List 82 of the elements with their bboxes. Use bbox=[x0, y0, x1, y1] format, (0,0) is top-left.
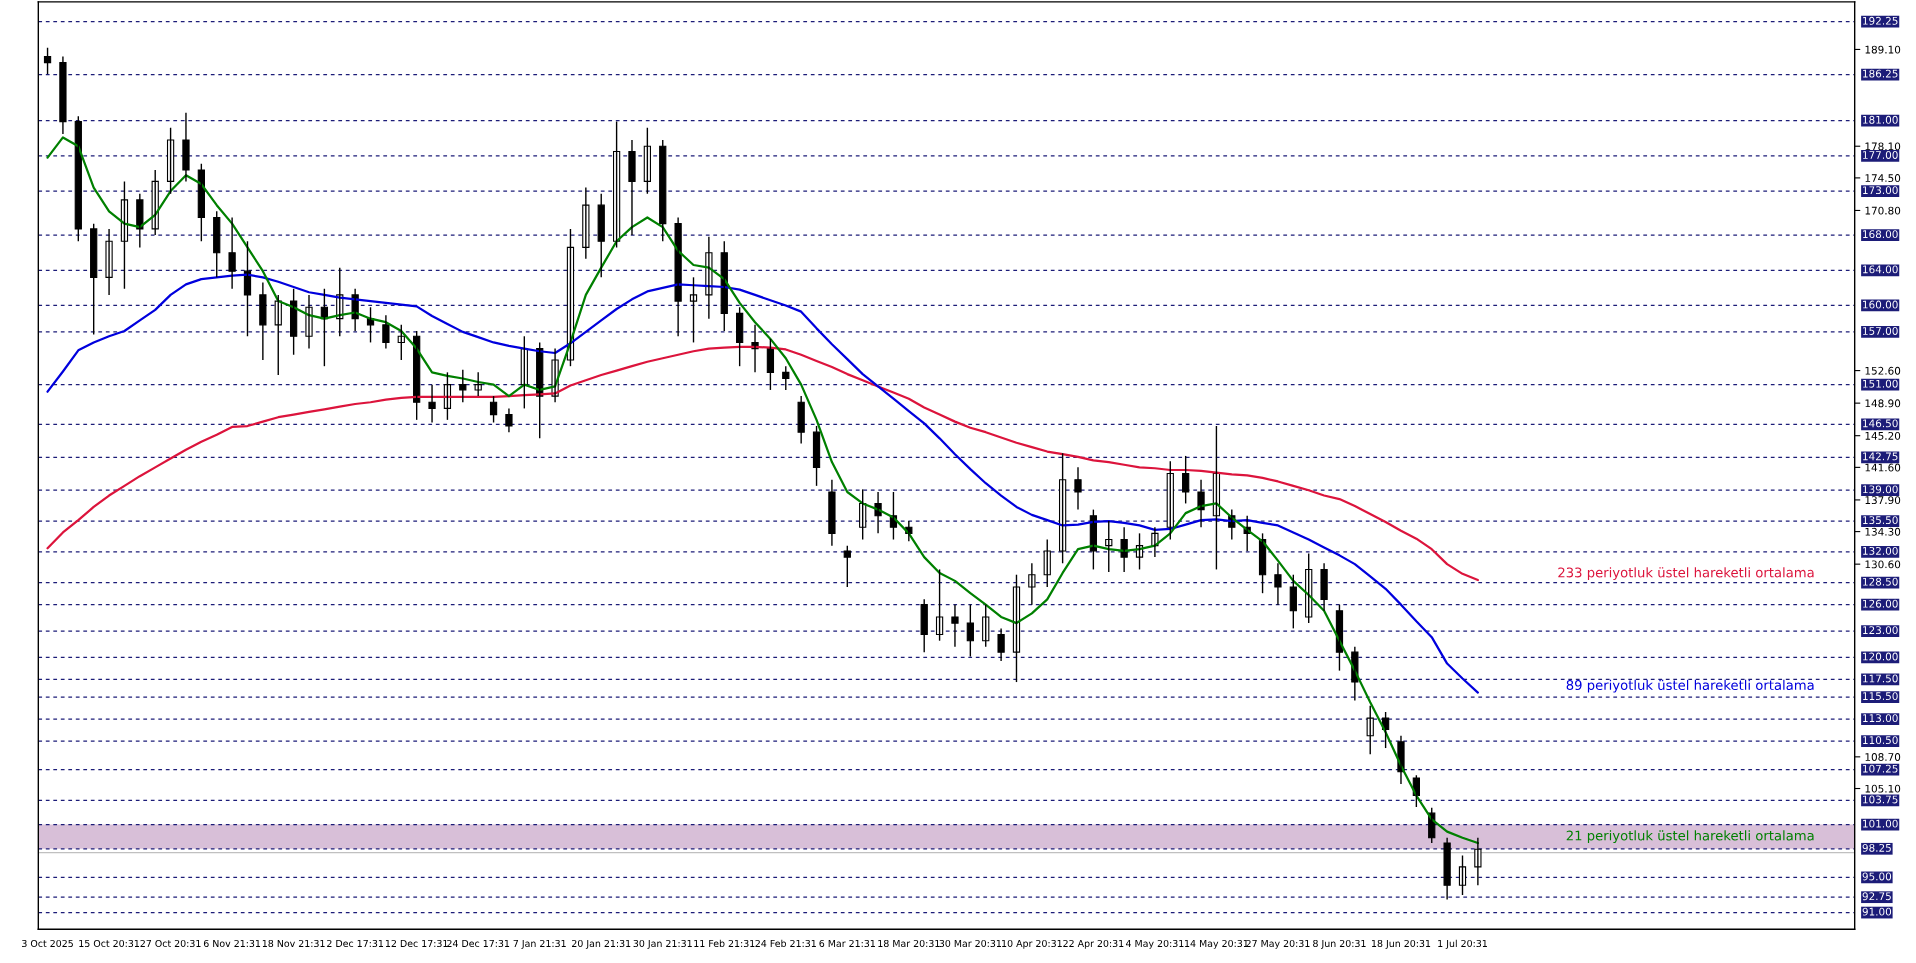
x-tick-label: 4 May 20:31 bbox=[1125, 939, 1184, 949]
x-tick-label: 12 Dec 17:31 bbox=[385, 939, 448, 948]
ref-line-label: 113.00 bbox=[1863, 714, 1898, 723]
ref-line-label: 98.25 bbox=[1862, 843, 1891, 852]
x-tick-label: 24 Dec 17:31 bbox=[447, 939, 510, 948]
candlestick bbox=[597, 193, 605, 279]
y-tick-label: 108.70 bbox=[1865, 753, 1901, 761]
candlestick bbox=[689, 276, 698, 344]
x-tick-label: 20 Jan 21:31 bbox=[572, 939, 631, 949]
x-tick-label: 27 May 20:31 bbox=[1246, 939, 1310, 949]
ref-line-label: 103.75 bbox=[1863, 795, 1898, 804]
x-tick-label: 1 Jul 20:31 bbox=[1438, 939, 1487, 949]
x-tick-label: 11 Feb 21:31 bbox=[694, 939, 755, 948]
ref-line-label: 160.00 bbox=[1863, 300, 1898, 309]
ref-line-label: 142.75 bbox=[1863, 452, 1898, 461]
x-tick-label: 18 Mar 20:31 bbox=[878, 939, 940, 948]
candlestick bbox=[951, 603, 959, 648]
x-tick-label: 10 Apr 20:31 bbox=[1002, 939, 1062, 949]
x-tick-label: 18 Nov 21:31 bbox=[262, 939, 325, 948]
x-tick-label: 14 May 20:31 bbox=[1185, 939, 1248, 949]
ref-line-label: 107.25 bbox=[1863, 764, 1898, 773]
text: 21 periyotluk üstel hareketli ortalama bbox=[1566, 830, 1814, 844]
x-tick-label: 3 Oct 2025 bbox=[22, 939, 73, 948]
x-tick-label: 7 Jan 21:31 bbox=[513, 939, 566, 949]
ref-line-label: 139.00 bbox=[1863, 485, 1898, 494]
x-tick-label: 8 Jun 20:31 bbox=[1313, 939, 1366, 949]
ref-line-label: 123.00 bbox=[1863, 626, 1898, 635]
ref-line-label: 117.50 bbox=[1863, 674, 1898, 683]
ref-line-label: 192.25 bbox=[1863, 16, 1898, 25]
ref-line-label: 135.50 bbox=[1863, 516, 1898, 525]
y-tick-label: 174.50 bbox=[1865, 174, 1901, 182]
candlestick bbox=[459, 369, 467, 403]
x-tick-label: 30 Jan 21:31 bbox=[633, 939, 692, 949]
y-tick-label: 178.10 bbox=[1865, 142, 1901, 151]
x-tick-label: 24 Feb 21:31 bbox=[755, 939, 816, 948]
text: 233 periyotluk üstel hareketli ortalama bbox=[1558, 567, 1814, 580]
ref-line-label: 126.00 bbox=[1863, 599, 1898, 608]
x-tick-label: 30 Mar 20:31 bbox=[939, 939, 1001, 948]
ref-line-label: 91.00 bbox=[1862, 907, 1892, 916]
line-series bbox=[46, 273, 1479, 694]
ref-line-label: 157.00 bbox=[1863, 327, 1898, 335]
x-tick-label: 18 Jun 20:31 bbox=[1372, 939, 1431, 949]
y-tick-label: 152.60 bbox=[1865, 366, 1901, 375]
x-tick-label: 27 Oct 20:31 bbox=[140, 939, 201, 948]
ref-line-label: 146.50 bbox=[1863, 419, 1898, 428]
ref-line-label: 92.75 bbox=[1862, 892, 1891, 901]
ref-line-label: 177.00 bbox=[1863, 151, 1898, 159]
ref-line-label: 173.00 bbox=[1863, 186, 1898, 195]
candlestick bbox=[782, 365, 790, 391]
y-tick-label: 148.90 bbox=[1865, 399, 1901, 408]
y-tick-label: 105.10 bbox=[1865, 784, 1901, 793]
y-tick-label: 137.90 bbox=[1865, 496, 1901, 505]
ref-line-label: 181.00 bbox=[1863, 115, 1898, 124]
ref-line-label: 168.00 bbox=[1863, 230, 1898, 239]
x-tick-label: 6 Mar 21:31 bbox=[819, 939, 875, 948]
y-tick-label: 134.30 bbox=[1865, 527, 1901, 536]
x-tick-label: 6 Nov 21:31 bbox=[203, 939, 261, 948]
ref-line-label: 164.00 bbox=[1863, 265, 1898, 274]
ref-line-label: 101.00 bbox=[1863, 819, 1898, 828]
y-tick-label: 141.60 bbox=[1865, 463, 1901, 472]
ref-line-label: 115.50 bbox=[1863, 692, 1898, 701]
ref-line-label: 186.25 bbox=[1863, 69, 1898, 78]
ref-line-label: 132.00 bbox=[1863, 546, 1898, 555]
x-tick-label: 15 Oct 20:31 bbox=[79, 939, 139, 948]
y-tick-label: 130.60 bbox=[1865, 560, 1901, 569]
candlestick bbox=[920, 598, 928, 653]
candlestick bbox=[474, 371, 482, 397]
text: 89 periyotluk üstel hareketli ortalama bbox=[1566, 679, 1814, 693]
ref-line-label: 128.50 bbox=[1863, 577, 1898, 586]
y-tick-label: 145.20 bbox=[1865, 431, 1901, 440]
candlestick bbox=[1366, 705, 1374, 755]
candlestick bbox=[843, 544, 851, 588]
line-series bbox=[46, 136, 1479, 845]
candlestick bbox=[151, 169, 159, 236]
ref-line-label: 120.00 bbox=[1863, 652, 1898, 661]
ref-line-label: 151.00 bbox=[1863, 379, 1898, 388]
y-tick-label: 170.80 bbox=[1865, 206, 1901, 215]
x-tick-label: 2 Dec 17:31 bbox=[327, 939, 384, 948]
x-tick-label: 22 Apr 20:31 bbox=[1063, 939, 1124, 949]
y-tick-label: 189.10 bbox=[1865, 45, 1901, 54]
ref-line-label: 95.00 bbox=[1862, 872, 1892, 881]
ref-line-label: 110.50 bbox=[1863, 736, 1898, 745]
